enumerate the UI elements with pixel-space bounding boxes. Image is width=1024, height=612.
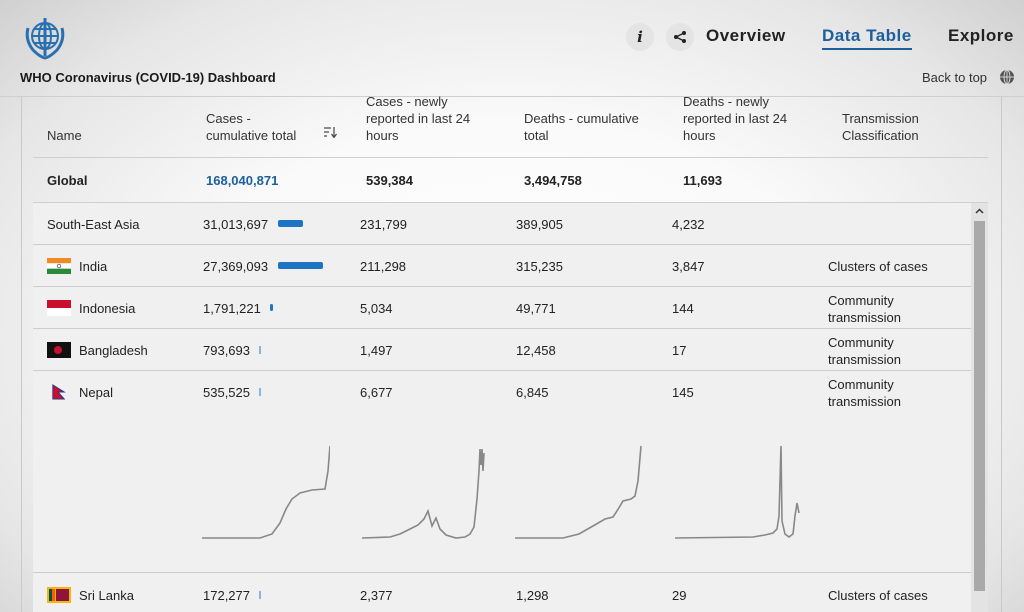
bangladesh-flag-icon [47,342,71,358]
global-cases-new: 539,384 [366,173,413,188]
table-row-bangladesh[interactable]: Bangladesh 793,693 1,497 12,458 17 Commu… [33,329,971,371]
row-deaths-new: 17 [672,343,687,358]
vertical-scrollbar[interactable] [971,203,988,612]
column-header-deaths-cumulative[interactable]: Deaths - cumulative total [524,111,639,143]
dashboard-header: WHO Coronavirus (COVID-19) Dashboard i O… [0,0,1024,96]
row-cases: 535,525 [203,385,250,400]
sparkline-cases-new [361,448,485,539]
row-transmission: Clusters of cases [828,259,928,274]
cases-bar [278,262,323,269]
row-cases-new: 6,677 [360,385,393,400]
table-row-nepal[interactable]: Nepal 535,525 6,677 6,845 145 Community … [33,371,971,573]
row-name: Nepal [79,385,113,400]
global-deaths-new: 11,693 [683,173,723,188]
row-deaths: 6,845 [516,385,549,400]
table-row-south-east-asia[interactable]: South-East Asia 31,013,697 231,799 389,9… [33,203,971,245]
cases-bar [259,346,261,354]
header-divider [0,96,1024,97]
sort-descending-icon[interactable] [323,126,337,141]
sparkline-deaths-new [674,445,800,539]
global-deaths: 3,494,758 [524,173,582,188]
global-cases: 168,040,871 [206,173,279,188]
row-deaths-new: 4,232 [672,217,705,232]
indonesia-flag-icon [47,300,71,316]
sparkline-deaths-cumulative [515,445,642,539]
global-row[interactable]: Global 168,040,871 539,384 3,494,758 11,… [33,158,988,202]
row-cases-new: 5,034 [360,301,393,316]
cases-bar [259,388,261,396]
scrollbar-thumb[interactable] [974,221,985,591]
column-header-cases-new[interactable]: Cases - newly reported in last 24 hours [366,94,471,143]
who-logo-icon[interactable] [20,12,70,62]
back-to-top-link[interactable]: Back to top [922,70,988,85]
tab-data-table[interactable]: Data Table [822,26,912,50]
chevron-up-icon[interactable] [971,203,988,219]
column-header-cases-cumulative[interactable]: Cases - cumulative total [206,111,297,143]
cases-bar [278,220,303,227]
row-deaths-new: 145 [672,385,694,400]
row-transmission: Clusters of cases [828,588,928,603]
row-cases: 793,693 [203,343,250,358]
row-cases-new: 231,799 [360,217,407,232]
row-transmission: Community transmission [828,377,901,409]
tab-overview[interactable]: Overview [706,26,786,45]
column-header-name[interactable]: Name [47,128,82,143]
table-row-indonesia[interactable]: Indonesia 1,791,221 5,034 49,771 144 Com… [33,287,971,329]
cases-bar [270,304,273,311]
header-row-divider [33,157,988,158]
row-deaths: 315,235 [516,259,563,274]
row-name: South-East Asia [47,217,140,232]
column-header-deaths-new[interactable]: Deaths - newly reported in last 24 hours [683,94,788,143]
global-name: Global [47,173,88,188]
row-cases: 172,277 [203,588,250,603]
info-button[interactable]: i [626,23,654,51]
table-border-right [1001,97,1002,612]
tab-explore[interactable]: Explore [948,26,1014,45]
row-deaths-new: 144 [672,301,694,316]
row-transmission: Community transmission [828,293,901,325]
globe-icon[interactable] [999,69,1015,85]
share-icon [674,31,686,43]
row-deaths-new: 3,847 [672,259,705,274]
row-cases-new: 211,298 [360,259,407,274]
cases-bar [259,591,261,599]
row-deaths: 12,458 [516,343,556,358]
india-flag-icon [47,258,71,274]
table-row-sri-lanka[interactable]: Sri Lanka 172,277 2,377 1,298 29 Cluster… [33,573,971,612]
global-row-divider [33,202,988,203]
row-deaths: 49,771 [516,301,556,316]
row-name: Bangladesh [79,343,148,358]
row-deaths: 1,298 [516,588,549,603]
row-name: Indonesia [79,301,136,316]
table-scroll-area[interactable]: South-East Asia 31,013,697 231,799 389,9… [33,203,988,612]
sri-lanka-flag-icon [47,587,71,603]
row-cases-new: 2,377 [360,588,393,603]
row-cases-new: 1,497 [360,343,393,358]
sparkline-cases-cumulative [202,445,330,539]
row-deaths: 389,905 [516,217,563,232]
row-cases: 27,369,093 [203,259,269,274]
row-deaths-new: 29 [672,588,687,603]
app-title: WHO Coronavirus (COVID-19) Dashboard [20,70,276,85]
table-border-left [21,97,22,612]
row-name: India [79,259,108,274]
row-name: Sri Lanka [79,588,134,603]
nepal-flag-icon [52,384,66,400]
column-header-transmission[interactable]: Transmission Classification [842,111,919,143]
row-cases: 1,791,221 [203,301,261,316]
table-row-india[interactable]: India 27,369,093 211,298 315,235 3,847 C… [33,245,971,287]
row-transmission: Community transmission [828,335,901,367]
info-icon: i [637,28,643,46]
row-cases: 31,013,697 [203,217,269,232]
share-button[interactable] [666,23,694,51]
